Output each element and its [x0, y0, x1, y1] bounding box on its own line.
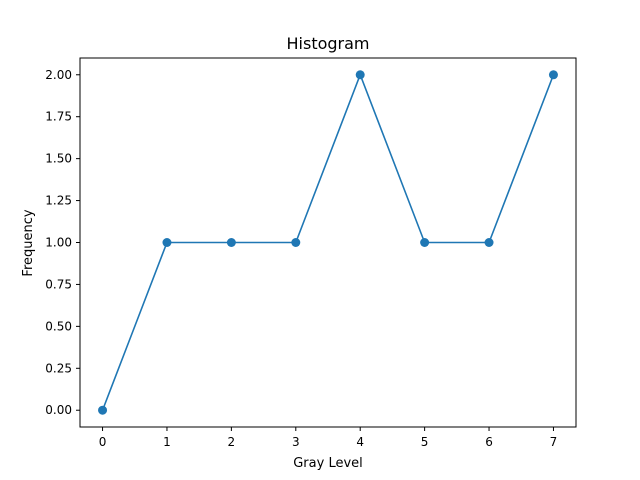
y-tick-label: 2.00	[45, 68, 72, 82]
data-point	[355, 70, 365, 80]
data-point	[484, 238, 494, 247]
chart-title: Histogram	[287, 34, 370, 53]
x-tick-label: 3	[292, 435, 300, 449]
y-tick-label: 0.75	[45, 277, 72, 291]
x-tick-label: 7	[550, 435, 558, 449]
data-point	[162, 238, 172, 247]
y-tick-label: 1.75	[45, 110, 72, 124]
y-axis-ticks: 0.00 0.25 0.50 0.75 1.00 1.25 1.50 1.75 2.00	[45, 68, 80, 417]
plot-series	[98, 70, 558, 415]
x-tick-label: 0	[99, 435, 107, 449]
x-tick-label: 1	[163, 435, 171, 449]
x-tick-label: 2	[228, 435, 236, 449]
x-axis-ticks: 0 1 2 3 4 5 6 7	[99, 427, 558, 449]
x-tick-label: 4	[356, 435, 364, 449]
data-point	[548, 70, 558, 80]
data-point	[291, 238, 301, 247]
series-line	[101, 72, 555, 411]
plot-frame	[79, 57, 577, 428]
x-tick-label: 6	[485, 435, 493, 449]
y-tick-label: 0.00	[45, 403, 72, 417]
y-axis-label: Frequency	[21, 209, 36, 276]
x-tick-label: 5	[421, 435, 429, 449]
y-tick-label: 0.25	[45, 361, 72, 375]
x-axis-label: Gray Level	[293, 456, 363, 471]
y-tick-label: 0.50	[45, 319, 72, 333]
y-tick-label: 1.25	[45, 194, 72, 208]
data-point	[98, 405, 108, 415]
data-point	[420, 238, 430, 247]
data-point	[226, 238, 236, 247]
y-tick-label: 1.00	[45, 236, 72, 250]
y-tick-label: 1.50	[45, 152, 72, 166]
